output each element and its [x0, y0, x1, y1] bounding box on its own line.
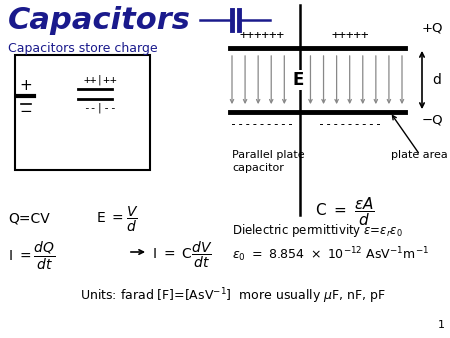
- Text: −: −: [20, 104, 32, 120]
- Text: ---------: ---------: [318, 119, 382, 131]
- Text: +Q: +Q: [422, 22, 443, 34]
- Text: I $= \dfrac{dQ}{dt}$: I $= \dfrac{dQ}{dt}$: [8, 240, 55, 272]
- Text: --|--: --|--: [83, 103, 117, 113]
- Text: ++++++: ++++++: [239, 29, 284, 43]
- Text: d: d: [432, 73, 441, 87]
- Text: plate area: plate area: [391, 150, 448, 160]
- Text: ---------: ---------: [230, 119, 294, 131]
- Text: −Q: −Q: [421, 114, 443, 126]
- Text: +++++: +++++: [331, 29, 369, 43]
- Text: I $=$ C$\dfrac{dV}{dt}$: I $=$ C$\dfrac{dV}{dt}$: [152, 240, 213, 270]
- Text: +: +: [20, 78, 32, 94]
- Text: Capacitors: Capacitors: [8, 6, 191, 35]
- Text: Capacitors store charge: Capacitors store charge: [8, 42, 157, 55]
- Text: Q=CV: Q=CV: [8, 212, 50, 226]
- Text: E $= \dfrac{V}{d}$: E $= \dfrac{V}{d}$: [96, 205, 139, 234]
- Text: E: E: [292, 71, 304, 89]
- Text: Units: farad [F]=[AsV$^{-1}$]  more usually $\mu$F, nF, pF: Units: farad [F]=[AsV$^{-1}$] more usual…: [80, 286, 386, 306]
- Text: Parallel plate
capacitor: Parallel plate capacitor: [232, 150, 305, 173]
- Text: 1: 1: [438, 320, 445, 330]
- Text: C $=$ $\dfrac{\varepsilon A}{d}$: C $=$ $\dfrac{\varepsilon A}{d}$: [315, 195, 375, 228]
- Text: ++|++: ++|++: [83, 75, 117, 85]
- Bar: [15, 55, 150, 170]
- Text: Dielectric permittivity $\varepsilon$=$\varepsilon_r\varepsilon_0$: Dielectric permittivity $\varepsilon$=$\…: [232, 222, 403, 239]
- Text: $\varepsilon_0\ =\ 8.854\ \times\ 10^{-12}\ \mathrm{AsV^{-1}m^{-1}}$: $\varepsilon_0\ =\ 8.854\ \times\ 10^{-1…: [232, 245, 429, 264]
